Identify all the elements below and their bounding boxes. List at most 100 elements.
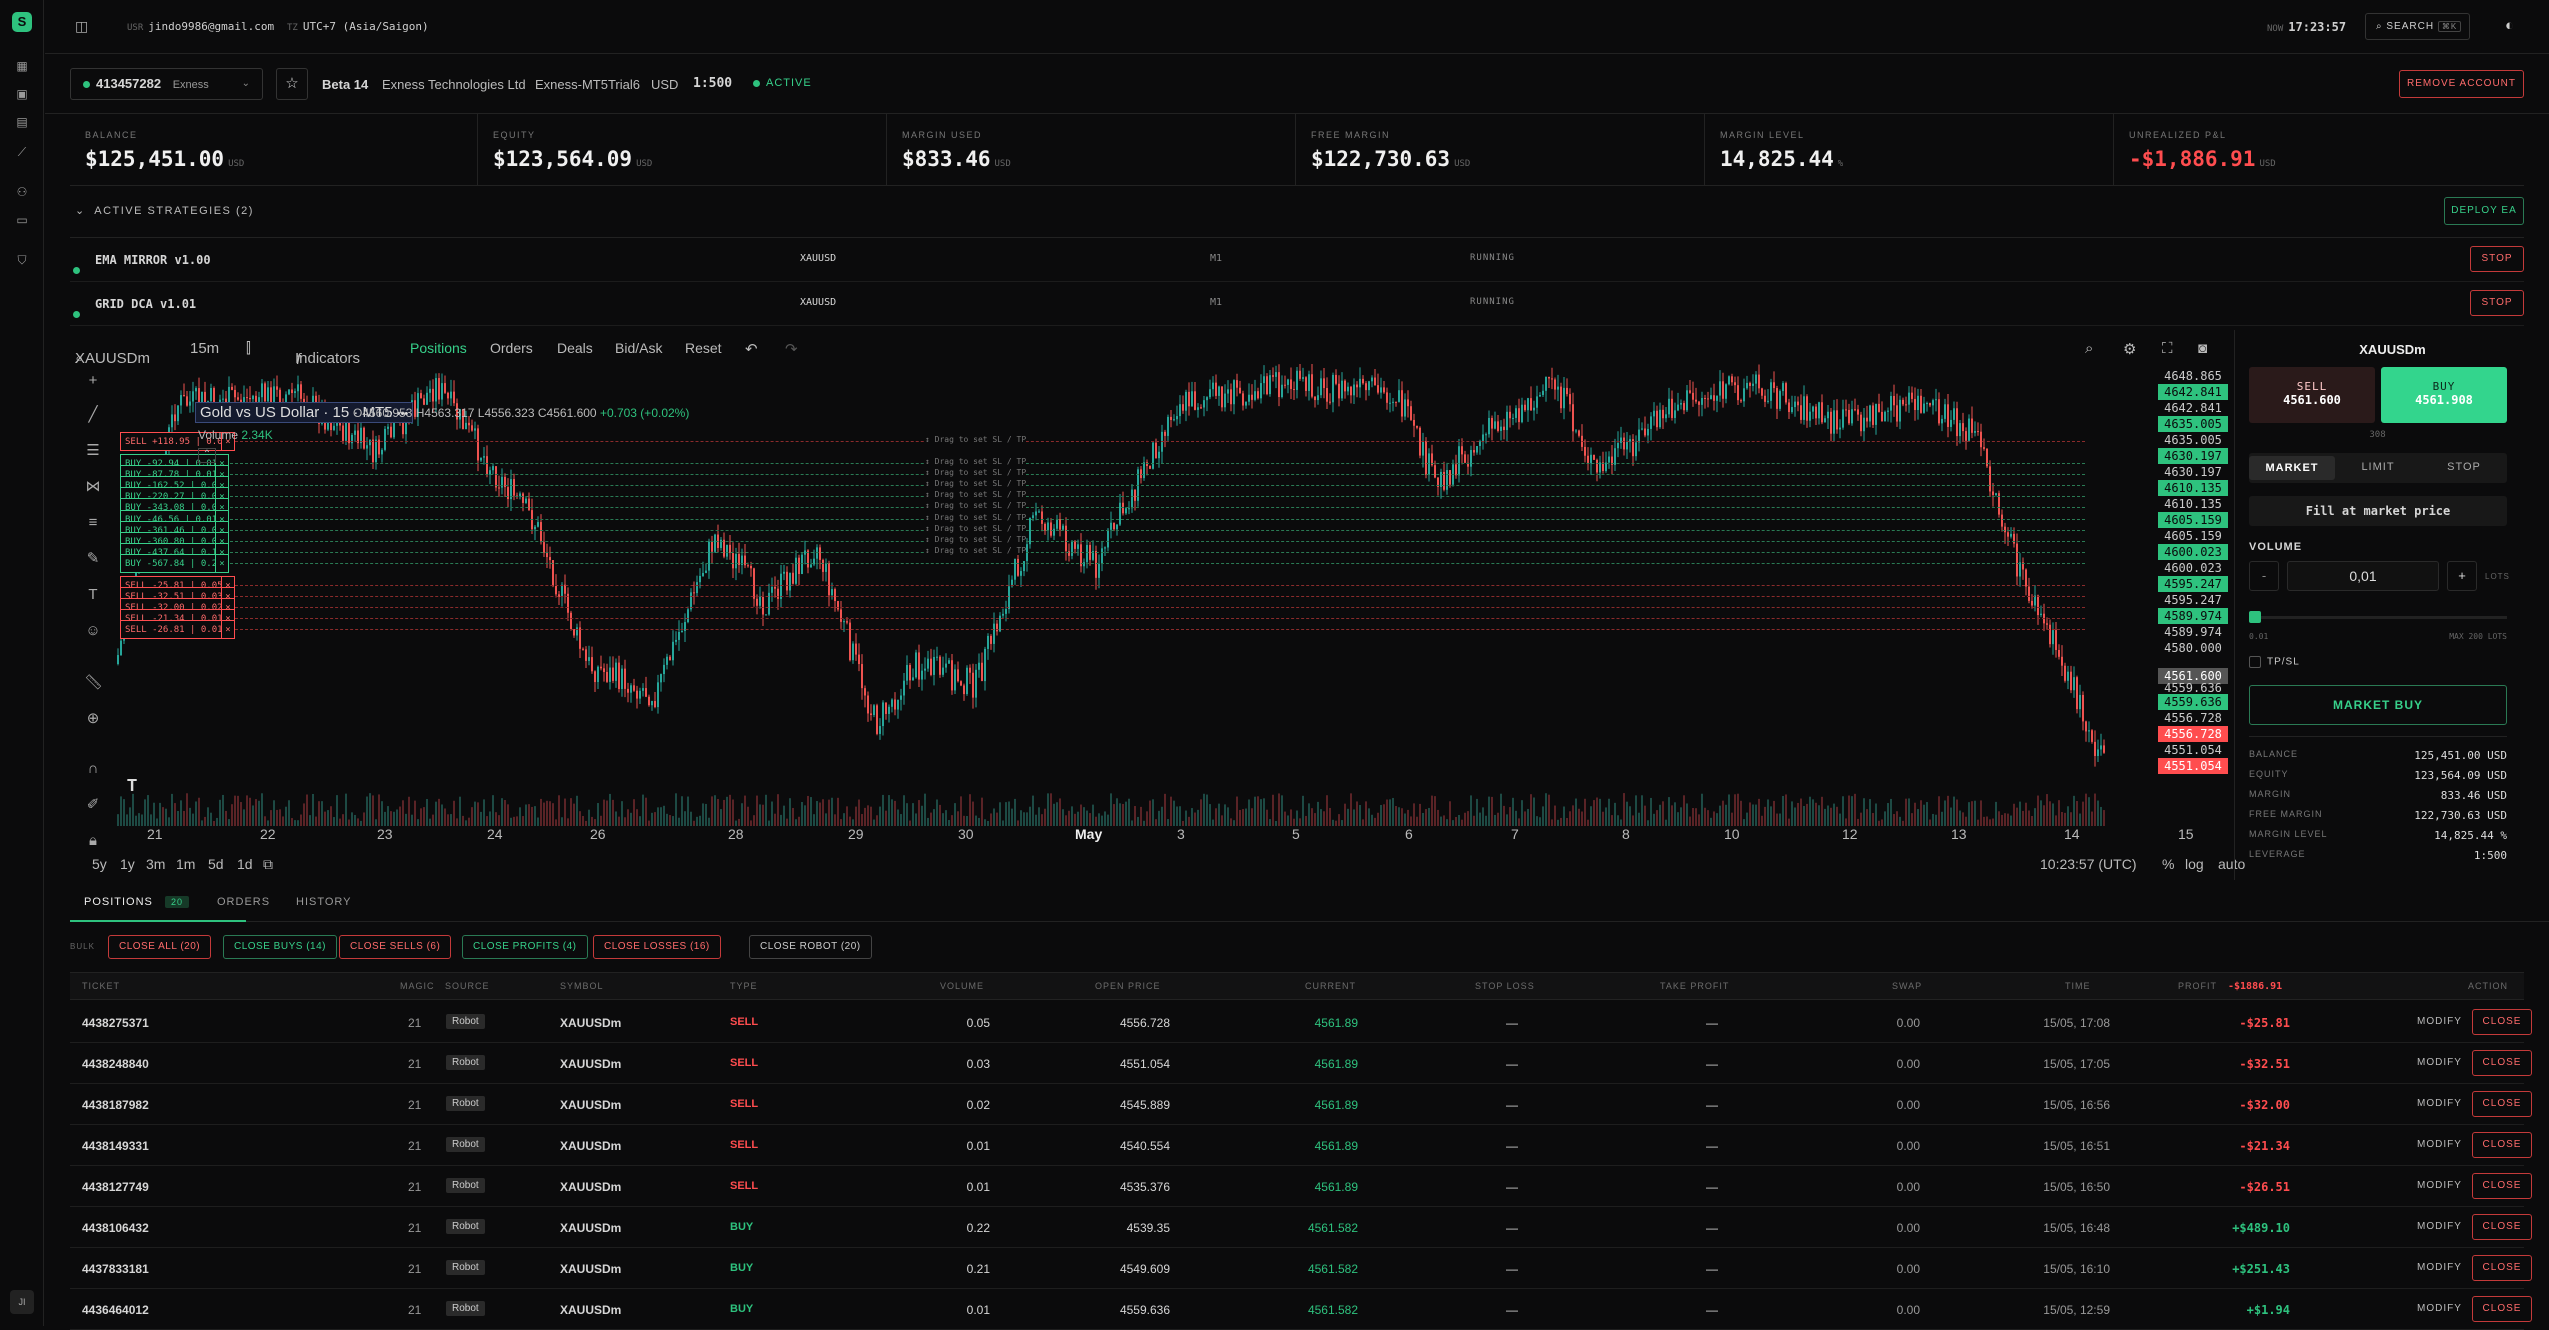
order-line[interactable] <box>225 607 2085 608</box>
book-icon[interactable]: ▤ <box>16 115 28 129</box>
tpsl-toggle[interactable]: TP/SL <box>2249 656 2300 668</box>
volume-input[interactable] <box>2287 561 2439 591</box>
card-icon[interactable]: ▭ <box>16 213 28 227</box>
close-position-button[interactable]: CLOSE <box>2472 1173 2532 1199</box>
briefcase-icon[interactable]: ▣ <box>16 87 28 101</box>
bulk-close-button[interactable]: CLOSE PROFITS (4) <box>462 935 588 959</box>
brush-icon[interactable]: ✎ <box>86 550 100 567</box>
users-icon[interactable]: ⚇ <box>16 185 28 199</box>
volume-decrease-button[interactable]: - <box>2249 561 2279 591</box>
volume-slider[interactable] <box>2249 611 2507 623</box>
table-row[interactable]: 4436464012 21 Robot XAUUSDm BUY 0.01 4559.636 4… <box>70 1289 2532 1330</box>
order-line[interactable] <box>225 552 2085 553</box>
lines-icon[interactable]: ☰ <box>86 442 100 459</box>
chart-plot[interactable]: SELL +118.95 | 0.01 × BUY -92.94 | 0.01 × BU… <box>115 364 2228 826</box>
candle-type-icon[interactable]: ⫿ <box>246 340 251 357</box>
modify-button[interactable]: MODIFY <box>2417 1180 2462 1191</box>
pattern-icon[interactable]: ⋈ <box>85 478 101 495</box>
crosshair-icon[interactable]: + <box>88 372 98 389</box>
order-line[interactable] <box>225 507 2085 508</box>
tab-limit[interactable]: LIMIT <box>2361 461 2395 473</box>
log-toggle[interactable]: log <box>2185 856 2204 872</box>
tab-orders[interactable]: ORDERS <box>217 896 271 908</box>
close-position-button[interactable]: CLOSE <box>2472 1050 2532 1076</box>
range-1m[interactable]: 1m <box>176 856 196 872</box>
close-position-button[interactable]: CLOSE <box>2472 1132 2532 1158</box>
range-5d[interactable]: 5d <box>208 856 224 872</box>
range-1d[interactable]: 1d <box>237 856 253 872</box>
tab-positions[interactable]: POSITIONS 20 <box>84 896 189 908</box>
modify-button[interactable]: MODIFY <box>2417 1221 2462 1232</box>
account-selector[interactable]: 413457282 Exness ⌄ <box>70 68 263 100</box>
order-line[interactable] <box>225 530 2085 531</box>
fib-icon[interactable]: ≡ <box>88 514 98 531</box>
chart-icon[interactable]: ⟋ <box>17 145 27 159</box>
order-pill[interactable]: BUY -567.84 | 0.2 <box>120 554 223 573</box>
undo-icon[interactable]: ↶ <box>745 341 758 358</box>
app-logo[interactable]: S <box>12 12 32 32</box>
text-icon[interactable]: T <box>88 586 98 603</box>
trendline-icon[interactable]: ╱ <box>88 406 98 423</box>
order-line[interactable] <box>225 496 2085 497</box>
collapse-icon[interactable]: ⌃ <box>198 448 216 463</box>
pencil-lock-icon[interactable]: ✐ <box>86 796 100 813</box>
lock-icon[interactable]: 🔒︎ <box>89 832 97 849</box>
sidebar-toggle-icon[interactable]: ◫ <box>75 18 89 34</box>
bulk-close-button[interactable]: CLOSE SELLS (6) <box>339 935 452 959</box>
favorite-star-icon[interactable]: ☆ <box>276 68 308 100</box>
table-row[interactable]: 4437833181 21 Robot XAUUSDm BUY 0.21 4549.609 4… <box>70 1248 2532 1289</box>
slider-handle[interactable] <box>2249 611 2261 623</box>
gear-icon[interactable]: ⚙ <box>2123 341 2137 358</box>
range-1y[interactable]: 1y <box>120 856 135 872</box>
stop-button[interactable]: STOP <box>2470 290 2524 316</box>
bulk-close-button[interactable]: CLOSE ALL (20) <box>108 935 212 959</box>
order-line[interactable] <box>225 629 2085 630</box>
order-line[interactable] <box>225 618 2085 619</box>
close-position-button[interactable]: CLOSE <box>2472 1091 2532 1117</box>
order-line[interactable] <box>225 596 2085 597</box>
modify-button[interactable]: MODIFY <box>2417 1262 2462 1273</box>
stop-button[interactable]: STOP <box>2470 246 2524 272</box>
zoom-in-icon[interactable]: ⊕ <box>86 710 100 727</box>
grid-icon[interactable]: ▦ <box>16 59 28 73</box>
order-line[interactable] <box>225 519 2085 520</box>
table-row[interactable]: 4438127749 21 Robot XAUUSDm SELL 0.01 4535.376… <box>70 1166 2532 1207</box>
sell-button[interactable]: SELL 4561.600 <box>2249 367 2375 423</box>
range-5y[interactable]: 5y <box>92 856 107 872</box>
remove-account-button[interactable]: REMOVE ACCOUNT <box>2399 70 2524 98</box>
close-position-button[interactable]: CLOSE <box>2472 1214 2532 1240</box>
tab-positions[interactable]: Positions <box>410 340 467 356</box>
search-button[interactable]: ⌕ SEARCH ⌘K <box>2365 13 2470 40</box>
emoji-icon[interactable]: ☺ <box>85 622 101 639</box>
table-row[interactable]: 4438187982 21 Robot XAUUSDm SELL 0.02 4545.889… <box>70 1084 2532 1125</box>
order-line[interactable] <box>225 485 2085 486</box>
volume-increase-button[interactable]: + <box>2447 561 2477 591</box>
timeframe-select[interactable]: 15m <box>190 340 220 357</box>
order-line[interactable] <box>225 541 2085 542</box>
tab-bidask[interactable]: Bid/Ask <box>615 340 663 356</box>
theme-toggle-icon[interactable]: ◐ <box>2505 17 2515 34</box>
order-line[interactable] <box>225 463 2085 464</box>
zoom-icon[interactable]: ⌕ <box>2085 340 2094 357</box>
redo-icon[interactable]: ↷ <box>785 341 798 358</box>
modify-button[interactable]: MODIFY <box>2417 1098 2462 1109</box>
tab-orders[interactable]: Orders <box>490 340 533 356</box>
deploy-ea-button[interactable]: DEPLOY EA <box>2444 197 2524 225</box>
range-3m[interactable]: 3m <box>146 856 166 872</box>
percent-toggle[interactable]: % <box>2162 856 2175 872</box>
camera-icon[interactable]: ◙ <box>2198 340 2208 357</box>
table-row[interactable]: 4438149331 21 Robot XAUUSDm SELL 0.01 4540.554… <box>70 1125 2532 1166</box>
shield-icon[interactable]: ⛉ <box>17 253 27 267</box>
tab-deals[interactable]: Deals <box>557 340 593 356</box>
bulk-close-button[interactable]: CLOSE ROBOT (20) <box>749 935 872 959</box>
close-position-button[interactable]: CLOSE <box>2472 1009 2532 1035</box>
avatar[interactable]: JI <box>10 1290 34 1314</box>
tab-stop[interactable]: STOP <box>2447 461 2481 473</box>
symbol-legend[interactable]: Gold vs US Dollar · 15 · MT5 ••• <box>195 402 414 423</box>
magnet-icon[interactable]: ∩ <box>87 760 99 777</box>
market-buy-button[interactable]: MARKET BUY <box>2249 685 2507 725</box>
ruler-icon[interactable]: 📏︎ <box>84 674 104 691</box>
close-position-button[interactable]: CLOSE <box>2472 1255 2532 1281</box>
order-line[interactable] <box>225 563 2085 564</box>
modify-button[interactable]: MODIFY <box>2417 1139 2462 1150</box>
